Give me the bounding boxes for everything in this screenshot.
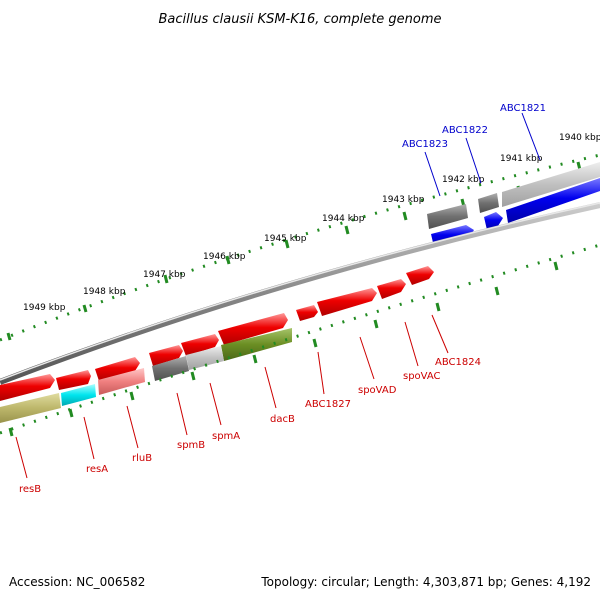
gene-reverse[interactable]	[296, 305, 318, 321]
label-dacb[interactable]: dacB	[270, 414, 295, 425]
label-abc1824[interactable]: ABC1824	[435, 357, 481, 368]
gene-reverse[interactable]	[377, 279, 406, 299]
leader-line	[431, 314, 449, 354]
tick-label-1946: 1946 kbp	[203, 252, 246, 262]
gene-feature-gray[interactable]	[502, 162, 600, 207]
gene-reverse[interactable]	[149, 345, 183, 366]
gene-reverse[interactable]	[317, 288, 377, 316]
outer-tick-ring	[0, 153, 600, 342]
forward-strand-genes	[427, 162, 600, 247]
leader-line	[359, 336, 375, 380]
reverse-strand-genes	[0, 266, 434, 423]
leader-line	[126, 405, 139, 449]
label-spma[interactable]: spmA	[212, 431, 240, 442]
label-abc1822[interactable]: ABC1822	[442, 125, 488, 136]
label-spmb[interactable]: spmB	[177, 440, 205, 451]
gene-reverse[interactable]	[56, 370, 91, 390]
inner-major-ticks	[8, 261, 559, 437]
tick-label-1944: 1944 kbp	[322, 214, 365, 224]
tick-label-1945: 1945 kbp	[264, 234, 307, 244]
genome-summary-text: Topology: circular; Length: 4,303,871 bp…	[260, 575, 591, 589]
leader-line	[521, 112, 541, 161]
tick-label-1947: 1947 kbp	[143, 270, 186, 280]
genome-backbone	[0, 202, 600, 385]
gene-feature-pink[interactable]	[98, 368, 145, 395]
leader-line	[404, 321, 419, 367]
label-rlub[interactable]: rluB	[132, 453, 152, 464]
gene-feature-khaki[interactable]	[0, 393, 61, 423]
gene-reverse[interactable]	[181, 334, 219, 356]
label-abc1823[interactable]: ABC1823	[402, 139, 448, 150]
tick-label-1949: 1949 kbp	[23, 303, 66, 313]
gene-feature-cyan[interactable]	[61, 384, 96, 406]
leader-line	[264, 366, 277, 409]
label-spovad[interactable]: spoVAD	[358, 385, 397, 396]
leader-line	[176, 392, 188, 436]
tick-label-1942: 1942 kbp	[442, 175, 485, 185]
label-abc1821[interactable]: ABC1821	[500, 103, 546, 114]
gene-reverse[interactable]	[218, 313, 288, 345]
tick-labels: 1940 kbp 1941 kbp 1942 kbp 1943 kbp 1944…	[23, 133, 600, 313]
gene-feature-olive[interactable]	[221, 328, 292, 361]
top-gene-labels: ABC1821 ABC1822 ABC1823	[402, 103, 546, 197]
label-resb[interactable]: resB	[19, 484, 41, 495]
genome-backbone-highlight	[0, 202, 600, 381]
gene-feature-gray[interactable]	[427, 204, 468, 229]
label-resa[interactable]: resA	[86, 464, 108, 475]
leader-line	[424, 151, 441, 197]
bottom-gene-labels: resB resA rluB spmB spmA dacB ABC1827 sp…	[15, 314, 481, 495]
accession-text: Accession: NC_006582	[9, 575, 145, 589]
gene-feature-gray[interactable]	[478, 193, 499, 213]
label-spovac[interactable]: spoVAC	[403, 371, 441, 382]
tick-label-1940: 1940 kbp	[559, 133, 600, 143]
tick-label-1943: 1943 kbp	[382, 195, 425, 205]
gene-feature-light[interactable]	[186, 346, 224, 370]
leader-line	[465, 137, 482, 184]
leader-line	[15, 436, 28, 479]
gene-reverse[interactable]	[0, 374, 55, 401]
tick-label-1948: 1948 kbp	[83, 287, 126, 297]
gene-reverse[interactable]	[406, 266, 434, 285]
leader-line	[83, 416, 95, 460]
gene-reverse[interactable]	[95, 357, 140, 381]
tick-label-1941: 1941 kbp	[500, 154, 543, 164]
map-title: Bacillus clausii KSM-K16, complete genom…	[158, 12, 441, 27]
leader-line	[317, 351, 325, 395]
leader-line	[209, 382, 222, 426]
label-abc1827[interactable]: ABC1827	[305, 399, 351, 410]
inner-tick-ring	[0, 243, 600, 435]
gene-forward[interactable]	[506, 178, 600, 223]
gene-feature-gray[interactable]	[152, 356, 189, 381]
outer-major-ticks	[6, 161, 582, 341]
